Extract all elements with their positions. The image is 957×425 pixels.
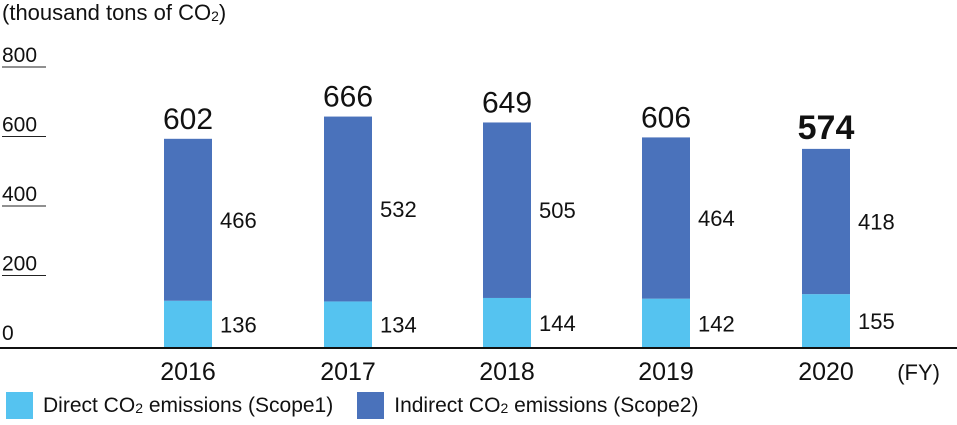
x-tick-label-2016: 2016 — [160, 358, 216, 386]
legend-label-direct-suffix: emissions (Scope1) — [142, 393, 334, 417]
legend-label-indirect-suffix: emissions (Scope2) — [508, 393, 699, 417]
total-label-2017: 666 — [323, 81, 373, 114]
total-label-2018: 649 — [482, 86, 532, 119]
bar-2020-series-1 — [802, 148, 850, 295]
x-tick-label-2020: 2020 — [798, 358, 854, 386]
unit-label-prefix: (thousand tons of CO — [2, 0, 212, 25]
bar-2020-series-0 — [802, 294, 850, 348]
data-label-2017-series-0: 134 — [380, 313, 417, 338]
unit-label-suffix: ) — [218, 0, 227, 25]
data-label-2019-series-1: 464 — [698, 206, 735, 231]
total-label-2020: 574 — [798, 109, 855, 147]
legend-item-direct: Direct CO2 emissions (Scope1) — [6, 392, 333, 419]
bar-2018-series-1 — [483, 122, 531, 298]
data-label-2020-series-0: 155 — [858, 309, 895, 334]
bar-2016-series-1 — [164, 138, 212, 301]
x-tick-label-2017: 2017 — [320, 358, 376, 386]
legend-label-direct: Direct CO2 emissions (Scope1) — [43, 394, 333, 418]
data-label-2018-series-1: 505 — [539, 198, 576, 223]
bar-2019-series-1 — [642, 137, 690, 299]
y-tick-label-400: 400 — [2, 183, 37, 206]
x-unit-label: (FY) — [897, 360, 940, 385]
y-tick-label-800: 800 — [2, 44, 37, 67]
legend-label-direct-sub: 2 — [135, 399, 143, 416]
legend-swatch-indirect — [357, 392, 385, 419]
bar-2018-series-0 — [483, 297, 531, 348]
data-label-2019-series-0: 142 — [698, 311, 735, 336]
bar-2017-series-0 — [324, 301, 372, 348]
y-tick-label-600: 600 — [2, 114, 37, 137]
legend: Direct CO2 emissions (Scope1) Indirect C… — [6, 392, 722, 419]
legend-label-indirect-prefix: Indirect CO — [394, 393, 501, 417]
bar-2016-series-0 — [164, 300, 212, 348]
x-tick-label-2018: 2018 — [479, 358, 535, 386]
bar-2019-series-0 — [642, 298, 690, 348]
data-label-2016-series-0: 136 — [220, 312, 257, 337]
data-label-2018-series-0: 144 — [539, 311, 576, 336]
unit-label: (thousand tons of CO2) — [2, 0, 226, 26]
data-label-2017-series-1: 532 — [380, 197, 417, 222]
data-label-2020-series-1: 418 — [858, 210, 895, 235]
legend-label-indirect-sub: 2 — [500, 399, 509, 416]
total-label-2016: 602 — [163, 103, 213, 136]
y-tick-label-0: 0 — [2, 322, 14, 345]
bar-2017-series-1 — [324, 116, 372, 302]
legend-label-indirect: Indirect CO2 emissions (Scope2) — [394, 394, 698, 418]
data-label-2016-series-1: 466 — [220, 208, 257, 233]
x-tick-label-2019: 2019 — [638, 358, 694, 386]
y-tick-label-200: 200 — [2, 253, 37, 276]
unit-label-sub: 2 — [211, 8, 219, 24]
legend-label-direct-prefix: Direct CO — [43, 393, 136, 417]
legend-swatch-direct — [6, 392, 33, 419]
total-label-2019: 606 — [641, 101, 691, 134]
legend-item-indirect: Indirect CO2 emissions (Scope2) — [357, 392, 698, 419]
